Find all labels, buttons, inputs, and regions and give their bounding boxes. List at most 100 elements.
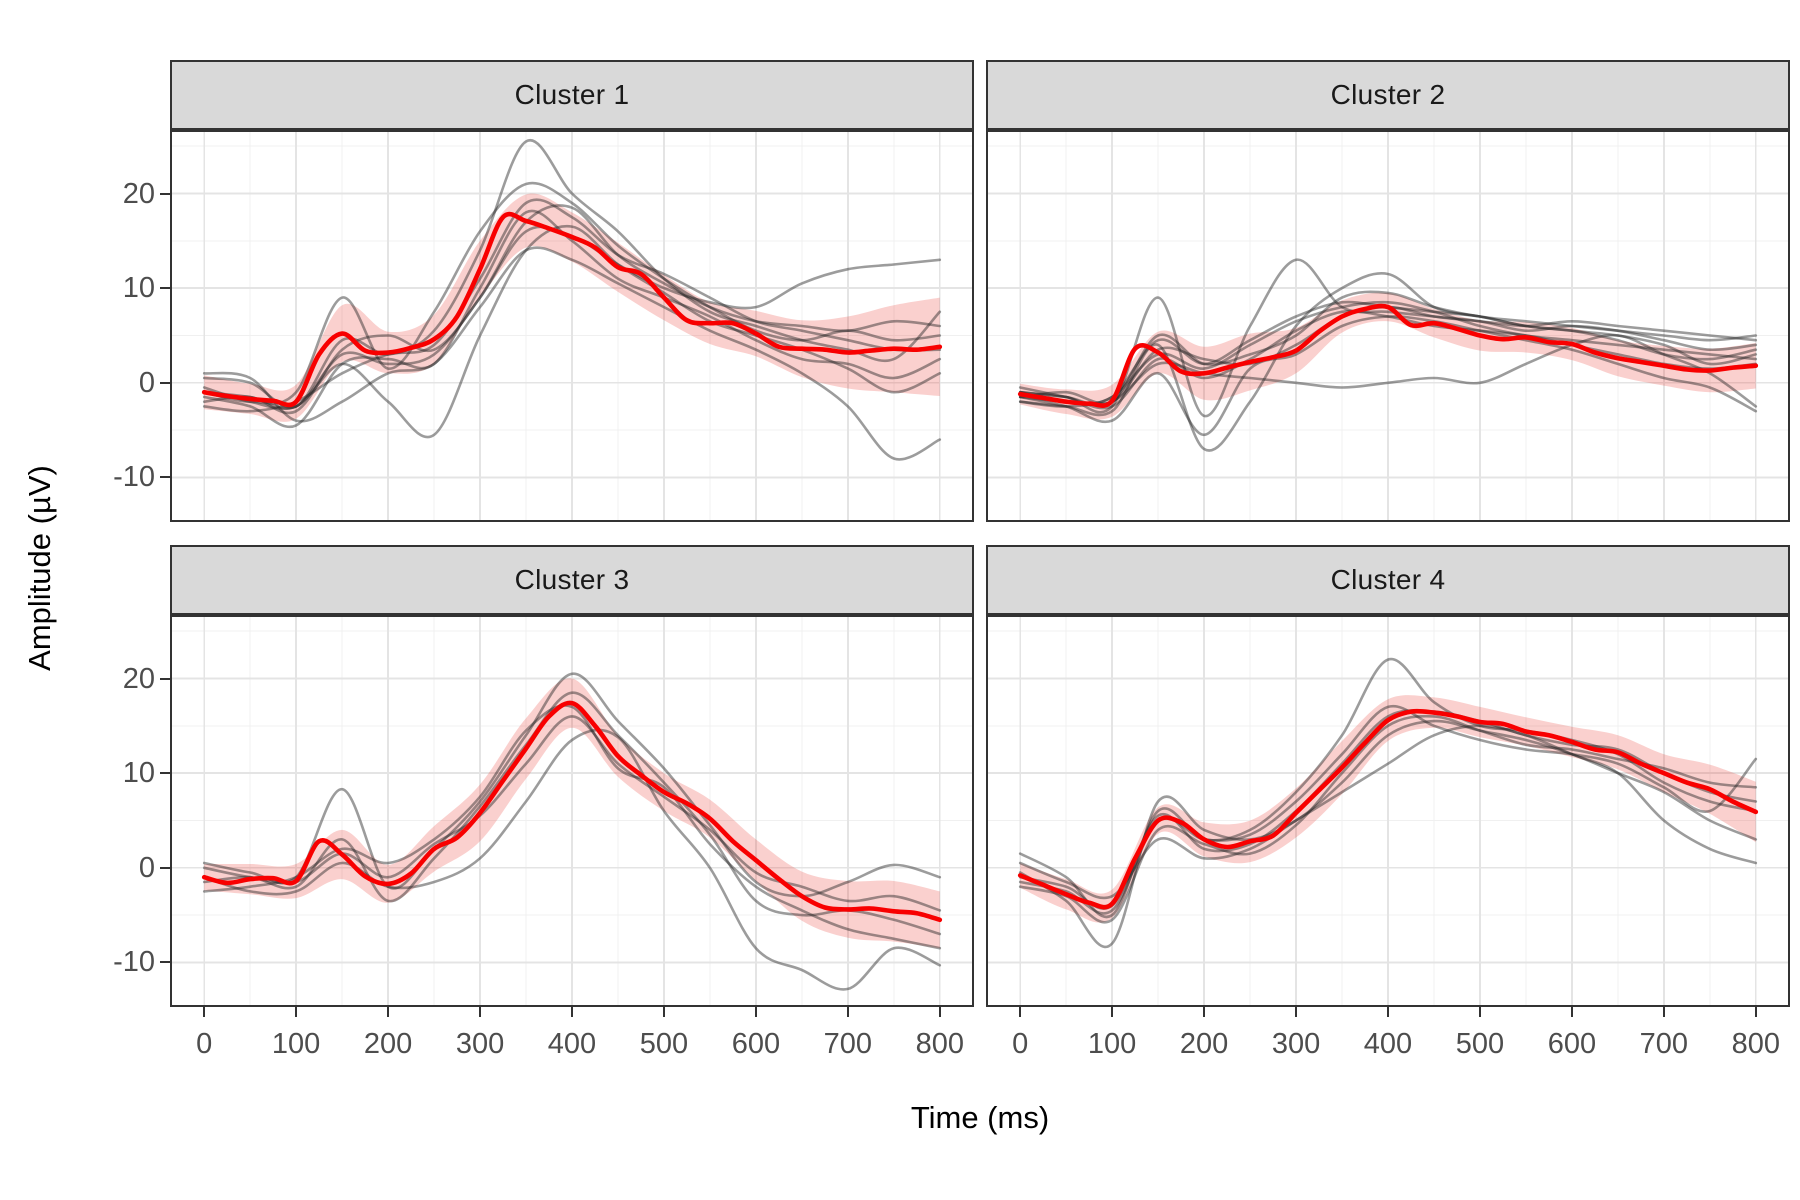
- x-tick-label: 300: [1271, 1028, 1321, 1060]
- facet-strip-cluster-4: Cluster 4: [986, 545, 1790, 615]
- subject-trace: [202, 704, 942, 950]
- y-tick-mark: [160, 381, 170, 384]
- x-tick-mark: [479, 1007, 482, 1017]
- y-tick-mark: [160, 772, 170, 775]
- x-tick-label: 600: [731, 1028, 781, 1060]
- x-tick-mark: [1019, 1007, 1022, 1017]
- subject-trace: [202, 138, 942, 409]
- x-tick-label: 300: [455, 1028, 505, 1060]
- strip-label: Cluster 1: [514, 79, 630, 110]
- x-tick-label: 700: [1639, 1028, 1689, 1060]
- x-tick-label: 700: [823, 1028, 873, 1060]
- x-tick-label: 800: [915, 1028, 964, 1060]
- subject-trace: [1018, 704, 1758, 915]
- x-tick-mark: [571, 1007, 573, 1017]
- x-tick-label: 600: [1547, 1028, 1597, 1060]
- x-tick-label: 200: [363, 1028, 413, 1060]
- subject-trace: [202, 198, 942, 413]
- subject-trace: [202, 715, 942, 912]
- facet-plot-svg: [988, 132, 1788, 520]
- mean-line: [201, 211, 943, 408]
- strip-label: Cluster 2: [1330, 79, 1446, 110]
- x-tick-label: 0: [196, 1028, 213, 1060]
- x-tick-label: 400: [1363, 1028, 1413, 1060]
- x-tick-mark: [754, 1007, 757, 1017]
- mean-line: [201, 700, 943, 923]
- x-tick-label: 100: [271, 1028, 321, 1060]
- x-tick-mark: [938, 1007, 941, 1017]
- subject-trace: [202, 691, 942, 936]
- x-tick-mark: [662, 1007, 665, 1017]
- x-tick-mark: [846, 1007, 849, 1017]
- subject-trace: [202, 246, 942, 461]
- y-tick-label: 20: [122, 177, 155, 210]
- confidence-ribbon: [204, 678, 940, 949]
- strip-label: Cluster 3: [514, 564, 630, 595]
- facet-plot-svg: [988, 617, 1788, 1005]
- x-tick-label: 100: [1087, 1028, 1137, 1060]
- x-tick-mark: [1478, 1007, 1481, 1017]
- mean-line: [1017, 303, 1759, 408]
- subject-trace: [1018, 719, 1758, 948]
- y-tick-label: -10: [113, 946, 155, 979]
- x-tick-label: 800: [1731, 1028, 1780, 1060]
- x-tick-label: 500: [639, 1028, 689, 1060]
- y-tick-label: 0: [138, 366, 155, 399]
- subject-trace: [1018, 724, 1758, 900]
- facet-strip-cluster-2: Cluster 2: [986, 60, 1790, 130]
- x-tick-mark: [1111, 1007, 1114, 1017]
- facet-panel-cluster-1: [170, 130, 974, 522]
- x-tick-label: 0: [1012, 1028, 1029, 1060]
- confidence-ribbon: [204, 193, 940, 422]
- x-tick-mark: [1754, 1007, 1757, 1017]
- y-tick-label: 0: [138, 851, 155, 884]
- y-tick-mark: [160, 192, 170, 195]
- x-tick-mark: [387, 1007, 390, 1017]
- x-tick-mark: [1662, 1007, 1665, 1017]
- subject-trace: [1018, 309, 1758, 410]
- subject-trace: [202, 209, 942, 429]
- confidence-ribbon: [1020, 695, 1756, 923]
- facet-panel-cluster-2: [986, 130, 1790, 522]
- subject-trace: [1018, 315, 1758, 437]
- facet-panel-cluster-3: [170, 615, 974, 1007]
- y-tick-mark: [160, 476, 170, 479]
- subject-trace: [1018, 290, 1758, 407]
- subject-trace: [1018, 272, 1758, 452]
- facet-panel-cluster-4: [986, 615, 1790, 1007]
- y-tick-mark: [160, 961, 170, 964]
- facet-plot-svg: [172, 617, 972, 1005]
- mean-line: [1017, 708, 1759, 910]
- strip-label: Cluster 4: [1330, 564, 1446, 595]
- facet-strip-cluster-1: Cluster 1: [170, 60, 974, 130]
- x-tick-mark: [1570, 1007, 1573, 1017]
- subject-trace: [1018, 714, 1758, 924]
- x-tick-mark: [1295, 1007, 1298, 1017]
- subject-trace: [1018, 333, 1758, 408]
- y-tick-mark: [160, 677, 170, 680]
- x-tick-mark: [295, 1007, 298, 1017]
- y-tick-label: 20: [122, 662, 155, 695]
- subject-trace: [202, 728, 942, 991]
- x-tick-label: 500: [1455, 1028, 1505, 1060]
- y-axis-title: Amplitude (µV): [22, 465, 57, 671]
- x-axis-title: Time (ms): [910, 1100, 1050, 1135]
- x-tick-mark: [203, 1007, 206, 1017]
- y-tick-label: 10: [122, 757, 155, 790]
- facet-strip-cluster-3: Cluster 3: [170, 545, 974, 615]
- subject-trace: [1018, 300, 1758, 408]
- x-tick-mark: [1387, 1007, 1389, 1017]
- y-tick-mark: [160, 287, 170, 290]
- y-tick-mark: [160, 866, 170, 869]
- confidence-ribbon: [1020, 292, 1756, 420]
- x-tick-mark: [1203, 1007, 1206, 1017]
- x-tick-label: 400: [547, 1028, 597, 1060]
- subject-trace: [202, 204, 942, 415]
- y-tick-label: 10: [122, 272, 155, 305]
- facet-plot-svg: [172, 132, 972, 520]
- subject-trace: [202, 181, 942, 405]
- subject-trace: [1018, 258, 1758, 418]
- x-tick-label: 200: [1179, 1028, 1229, 1060]
- y-tick-label: -10: [113, 461, 155, 494]
